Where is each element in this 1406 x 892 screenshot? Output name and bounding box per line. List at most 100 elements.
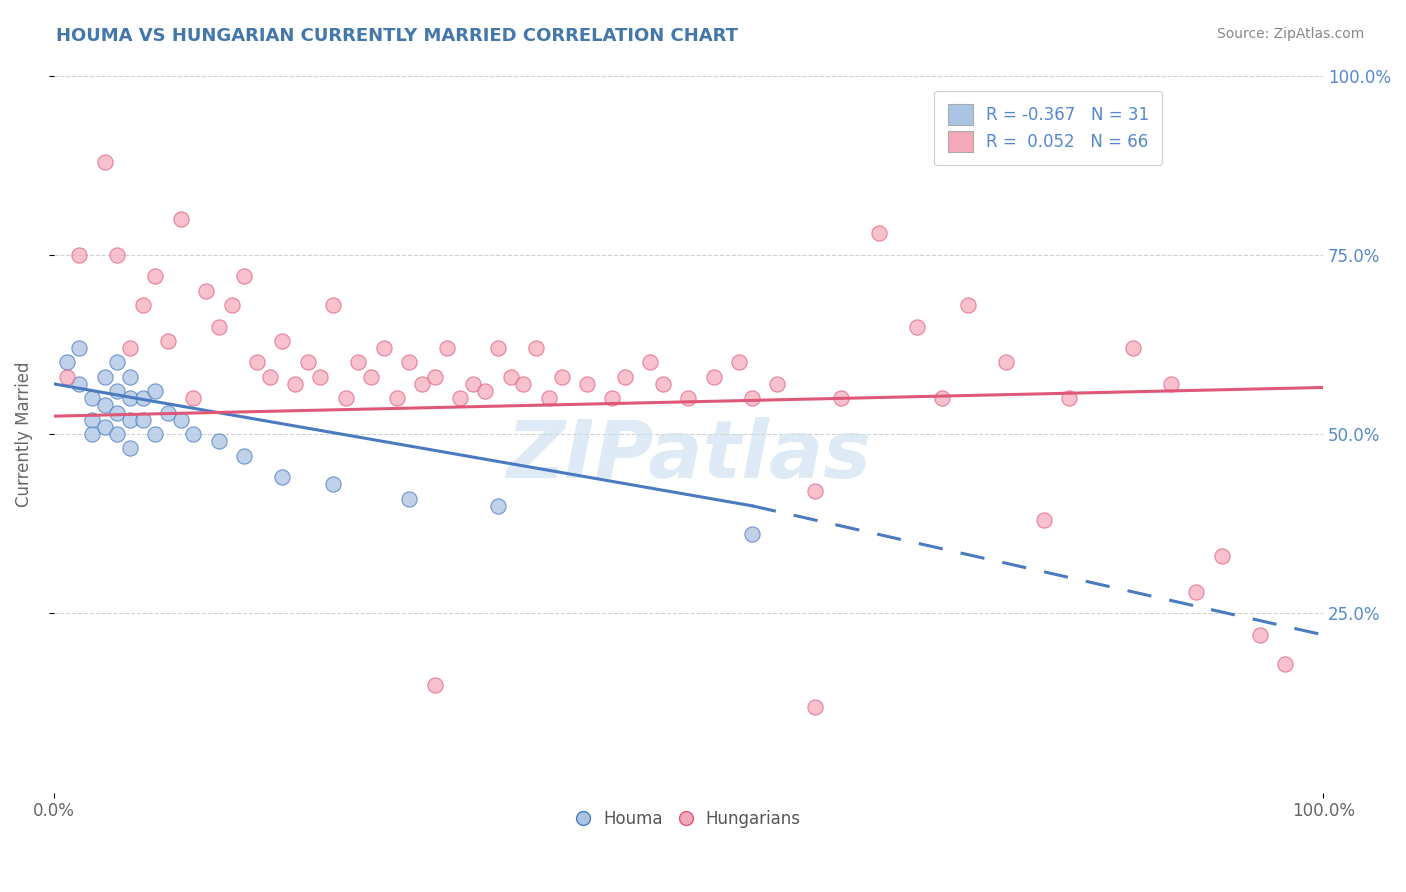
Text: HOUMA VS HUNGARIAN CURRENTLY MARRIED CORRELATION CHART: HOUMA VS HUNGARIAN CURRENTLY MARRIED COR… — [56, 27, 738, 45]
Point — [373, 341, 395, 355]
Point — [183, 427, 205, 442]
Point — [512, 376, 534, 391]
Point — [1160, 376, 1182, 391]
Point — [105, 248, 128, 262]
Point — [804, 484, 827, 499]
Point — [537, 391, 560, 405]
Point — [55, 355, 77, 369]
Point — [423, 678, 446, 692]
Point — [360, 369, 382, 384]
Point — [322, 477, 344, 491]
Point — [157, 406, 180, 420]
Point — [80, 391, 103, 405]
Point — [1274, 657, 1296, 671]
Point — [652, 376, 675, 391]
Point — [436, 341, 458, 355]
Point — [233, 449, 256, 463]
Point — [183, 391, 205, 405]
Point — [741, 391, 763, 405]
Point — [449, 391, 471, 405]
Point — [105, 427, 128, 442]
Point — [221, 298, 243, 312]
Text: Source: ZipAtlas.com: Source: ZipAtlas.com — [1216, 27, 1364, 41]
Point — [131, 413, 153, 427]
Point — [309, 369, 332, 384]
Point — [105, 384, 128, 398]
Point — [1059, 391, 1081, 405]
Point — [474, 384, 496, 398]
Point — [118, 442, 141, 456]
Point — [830, 391, 852, 405]
Point — [322, 298, 344, 312]
Point — [575, 376, 598, 391]
Point — [398, 355, 420, 369]
Point — [105, 406, 128, 420]
Point — [931, 391, 953, 405]
Point — [766, 376, 789, 391]
Point — [486, 341, 509, 355]
Point — [246, 355, 269, 369]
Point — [67, 376, 90, 391]
Point — [678, 391, 700, 405]
Point — [93, 369, 115, 384]
Point — [1211, 549, 1233, 563]
Point — [994, 355, 1017, 369]
Point — [398, 491, 420, 506]
Point — [157, 334, 180, 348]
Point — [335, 391, 357, 405]
Point — [297, 355, 319, 369]
Point — [208, 434, 231, 449]
Point — [118, 341, 141, 355]
Point — [640, 355, 662, 369]
Point — [67, 341, 90, 355]
Point — [550, 369, 572, 384]
Point — [1185, 585, 1208, 599]
Point — [385, 391, 408, 405]
Point — [145, 427, 167, 442]
Point — [347, 355, 370, 369]
Point — [499, 369, 522, 384]
Point — [80, 413, 103, 427]
Point — [93, 420, 115, 434]
Point — [524, 341, 547, 355]
Point — [1032, 513, 1054, 527]
Point — [461, 376, 484, 391]
Point — [271, 334, 294, 348]
Text: ZIPatlas: ZIPatlas — [506, 417, 870, 494]
Point — [423, 369, 446, 384]
Point — [131, 298, 153, 312]
Y-axis label: Currently Married: Currently Married — [15, 361, 32, 507]
Point — [118, 369, 141, 384]
Point — [602, 391, 624, 405]
Point — [259, 369, 281, 384]
Point — [728, 355, 751, 369]
Point — [284, 376, 307, 391]
Point — [804, 699, 827, 714]
Point — [93, 398, 115, 412]
Point — [170, 413, 193, 427]
Point — [271, 470, 294, 484]
Point — [208, 319, 231, 334]
Legend: Houma, Hungarians: Houma, Hungarians — [569, 803, 807, 835]
Point — [956, 298, 979, 312]
Point — [703, 369, 725, 384]
Point — [118, 391, 141, 405]
Point — [868, 227, 890, 241]
Point — [614, 369, 637, 384]
Point — [741, 527, 763, 541]
Point — [67, 248, 90, 262]
Point — [1122, 341, 1144, 355]
Point — [411, 376, 433, 391]
Point — [233, 269, 256, 284]
Point — [118, 413, 141, 427]
Point — [131, 391, 153, 405]
Point — [486, 499, 509, 513]
Point — [93, 154, 115, 169]
Point — [170, 211, 193, 226]
Point — [145, 384, 167, 398]
Point — [195, 284, 218, 298]
Point — [80, 427, 103, 442]
Point — [1249, 628, 1271, 642]
Point — [105, 355, 128, 369]
Point — [55, 369, 77, 384]
